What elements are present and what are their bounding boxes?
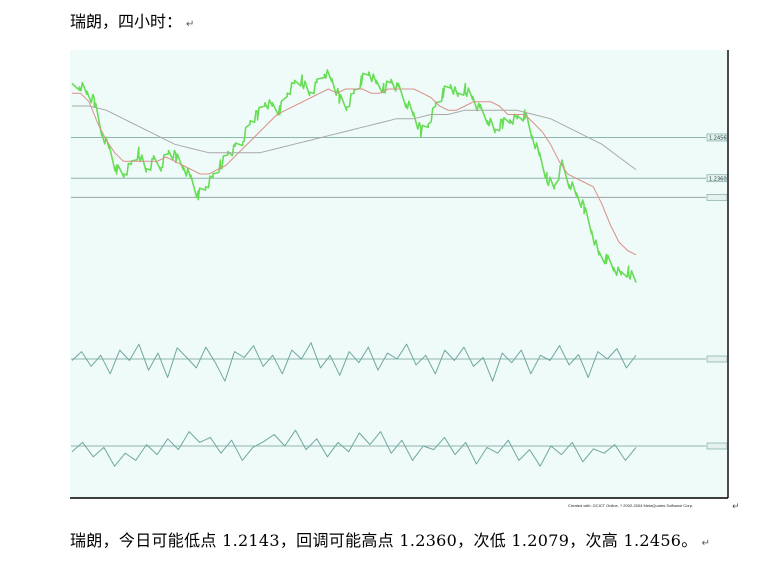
oscillator-panel-1 bbox=[71, 342, 728, 382]
oscillator-panel-2 bbox=[71, 429, 728, 467]
price-level-label-0: 1.2456 bbox=[709, 135, 727, 141]
price-panel: 1.2456 1.2360 bbox=[71, 69, 728, 283]
price-series-line-1 bbox=[72, 88, 637, 256]
header-title: 瑞朗，四小时： ↵ bbox=[70, 8, 194, 32]
paragraph-mark-icon: ↵ bbox=[701, 538, 711, 549]
osc2-series-line-0 bbox=[71, 429, 637, 467]
osc2-level-box-0 bbox=[706, 442, 728, 450]
price-level-box-1 bbox=[706, 174, 728, 183]
paragraph-mark-icon: ↵ bbox=[186, 19, 195, 30]
price-level-label-1: 1.2360 bbox=[709, 176, 727, 182]
price-level-box-0 bbox=[706, 133, 728, 142]
forex-chart: 1.2456 1.2360 Created with: GCICT Online,… bbox=[70, 50, 740, 512]
price-level-box-2 bbox=[706, 194, 728, 201]
chart-credit: Created with: GCICT Online, ? 2002-2004 … bbox=[568, 503, 693, 508]
chart-background bbox=[70, 50, 728, 498]
header-title-text: 瑞朗，四小时： bbox=[70, 12, 183, 31]
osc1-series-line-0 bbox=[71, 342, 637, 382]
credit-mark-icon: ↵ bbox=[732, 502, 740, 512]
osc1-level-box-0 bbox=[706, 355, 728, 363]
price-series-line-0 bbox=[71, 69, 637, 283]
footer-analysis-text: 瑞朗，今日可能低点 1.2143，回调可能高点 1.2360，次低 1.2079… bbox=[70, 531, 698, 550]
footer-analysis: 瑞朗，今日可能低点 1.2143，回调可能高点 1.2360，次低 1.2079… bbox=[70, 527, 710, 551]
price-series-line-2 bbox=[72, 105, 637, 171]
